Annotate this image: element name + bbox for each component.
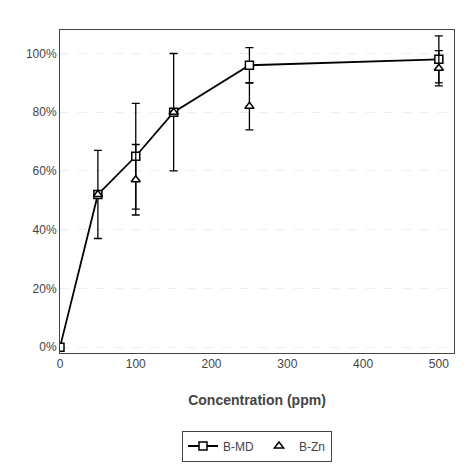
svg-text:Concentration (ppm): Concentration (ppm) — [188, 392, 326, 408]
svg-text:0%: 0% — [39, 340, 57, 354]
svg-text:20%: 20% — [33, 282, 57, 296]
svg-text:80%: 80% — [33, 105, 57, 119]
svg-text:300: 300 — [277, 357, 297, 371]
svg-text:100%: 100% — [26, 47, 57, 61]
svg-text:200: 200 — [202, 357, 222, 371]
svg-text:60%: 60% — [33, 164, 57, 178]
svg-text:B-Zn: B-Zn — [299, 440, 325, 454]
svg-text:100: 100 — [126, 357, 146, 371]
svg-text:500: 500 — [429, 357, 449, 371]
svg-text:40%: 40% — [33, 223, 57, 237]
svg-text:B-MD: B-MD — [223, 440, 254, 454]
svg-text:0: 0 — [57, 357, 64, 371]
svg-text:400: 400 — [353, 357, 373, 371]
